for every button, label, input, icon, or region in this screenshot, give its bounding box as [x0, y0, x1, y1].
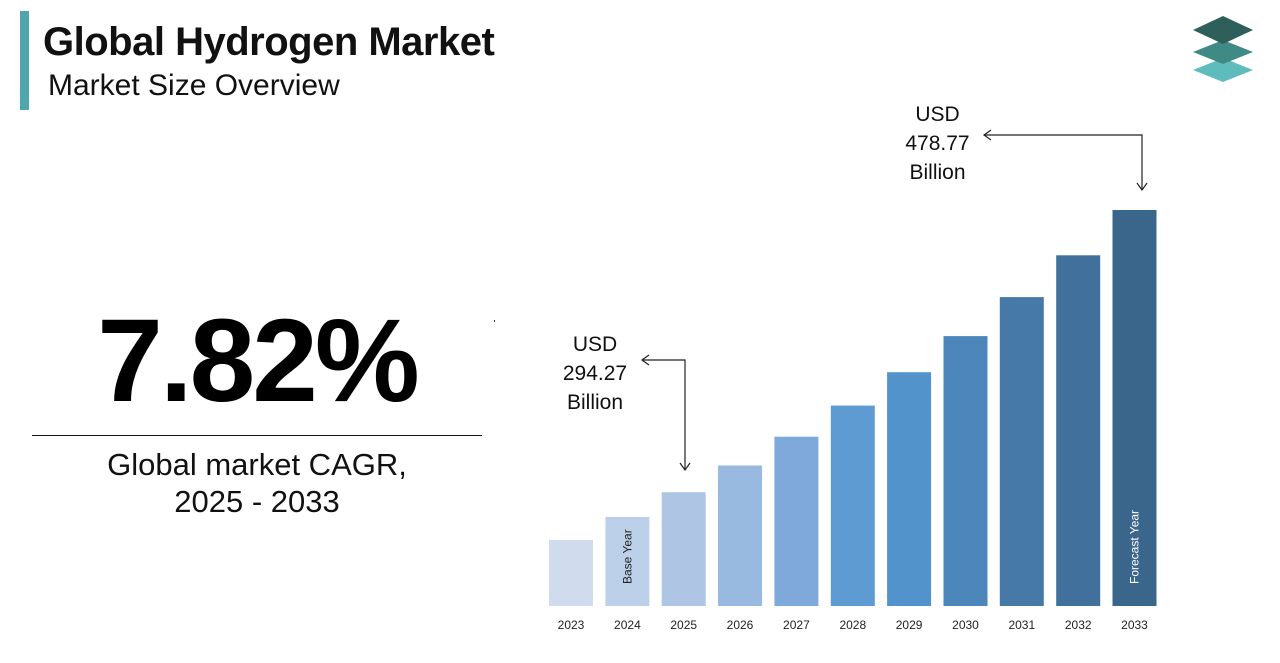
callout-arrow-2033-head-start — [982, 129, 992, 141]
callout-2025-amount: 294.27 — [562, 362, 628, 385]
x-label-2031: 2031 — [1008, 618, 1035, 632]
callout-arrows — [640, 129, 1148, 472]
cagr-label-line2: 2025 - 2033 — [174, 484, 340, 519]
bar-2027 — [774, 436, 819, 606]
callout-arrow-2025-head-start — [640, 354, 650, 366]
x-label-2032: 2032 — [1065, 618, 1092, 632]
x-label-2029: 2029 — [896, 618, 923, 632]
x-label-2030: 2030 — [952, 618, 979, 632]
logo-layer-middle — [1193, 40, 1253, 64]
x-label-2026: 2026 — [727, 618, 754, 632]
bar-2031 — [999, 297, 1044, 606]
cagr-divider — [32, 435, 482, 436]
bar-2023 — [549, 540, 593, 606]
callout-arrow-2025 — [642, 359, 686, 470]
cagr-label: Global market CAGR, 2025 - 2033 — [32, 446, 482, 520]
x-label-2028: 2028 — [839, 618, 866, 632]
callout-2025-unit: Billion — [566, 391, 624, 414]
bar-2032 — [1056, 255, 1101, 607]
bar-2028 — [830, 405, 875, 606]
logo-layer-top — [1193, 16, 1253, 44]
bar-2025 — [661, 492, 706, 606]
stacked-layers-icon — [1193, 16, 1253, 82]
bar-2024 — [605, 517, 650, 606]
title-accent-bar — [20, 11, 29, 110]
callout-2025-currency: USD — [572, 333, 618, 356]
bar-2029 — [887, 372, 932, 606]
page-subtitle: Market Size Overview — [48, 69, 340, 102]
callout-2033-currency: USD — [915, 103, 960, 126]
cagr-label-line1: Global market CAGR, — [107, 447, 407, 482]
callout-2033-value: USD 478.77 Billion — [885, 100, 990, 187]
bar-label-2033: Forecast Year — [1128, 510, 1142, 584]
bar-2026 — [718, 465, 762, 606]
x-label-2024: 2024 — [614, 618, 641, 632]
x-label-2023: 2023 — [558, 618, 585, 632]
callout-arrow-2025-head-end — [679, 462, 691, 472]
cagr-value: 7.82% — [97, 295, 420, 427]
callout-2025-value: USD 294.27 Billion — [545, 330, 645, 417]
bar-2033 — [1112, 210, 1157, 606]
bar-2030 — [943, 336, 988, 606]
chart-x-axis-labels: 2023 2024 2025 2026 2027 2028 2029 2030 2031 2032… — [558, 618, 1149, 632]
bar-label-2024: Base Year — [620, 529, 634, 584]
x-label-2025: 2025 — [670, 618, 697, 632]
x-label-2033: 2033 — [1121, 618, 1148, 632]
x-label-2027: 2027 — [783, 618, 810, 632]
callout-arrow-2033 — [984, 134, 1143, 190]
callout-2033-amount: 478.77 — [905, 132, 970, 155]
callout-2033-unit: Billion — [909, 161, 966, 184]
decorative-tick — [494, 320, 495, 322]
callout-arrow-2033-head-end — [1136, 182, 1148, 192]
page-title: Global Hydrogen Market — [43, 20, 495, 64]
chart-bars: Base Year Forecast Year — [549, 210, 1157, 607]
logo-layer-bottom — [1193, 58, 1253, 82]
